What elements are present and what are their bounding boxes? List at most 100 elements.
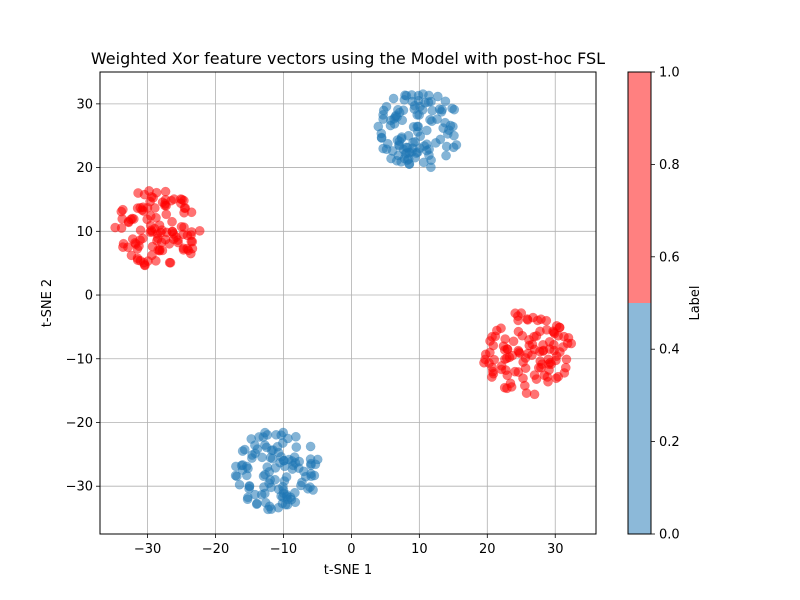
data-point [157, 245, 168, 256]
data-point [499, 382, 510, 393]
data-point [549, 339, 559, 350]
data-point [480, 349, 491, 360]
data-point [508, 336, 519, 347]
data-point [403, 154, 414, 164]
data-point [165, 257, 176, 268]
y-tick-label: −20 [66, 416, 93, 431]
data-point [291, 431, 301, 442]
data-point [278, 481, 288, 492]
data-point [561, 354, 572, 365]
data-point [488, 368, 499, 379]
colorbar-tick-label: 0.4 [659, 343, 680, 358]
data-point [149, 203, 160, 213]
data-point [281, 472, 292, 482]
data-point [543, 376, 553, 387]
data-point [536, 362, 546, 373]
data-point [513, 367, 524, 377]
y-tick-label: −10 [66, 352, 93, 367]
x-tick-label: −20 [202, 542, 229, 557]
chart-title: Weighted Xor feature vectors using the M… [91, 49, 605, 68]
data-point [485, 336, 495, 346]
data-point [430, 138, 441, 148]
x-tick-label: 0 [347, 542, 355, 557]
data-point [132, 253, 143, 264]
data-point [148, 193, 158, 203]
data-point [160, 186, 171, 197]
colorbar-tick-label: 0.0 [659, 528, 680, 543]
colorbar-segments [628, 72, 651, 534]
data-point [250, 448, 261, 459]
y-tick-label: 20 [76, 161, 93, 176]
data-point [408, 137, 418, 148]
data-point [267, 453, 278, 464]
colorbar-tick-label: 1.0 [659, 66, 680, 81]
y-tick-label: −30 [66, 480, 93, 495]
colorbar: 0.0 0.2 0.4 0.6 0.8 1.0 Label [627, 66, 703, 543]
data-point [394, 141, 405, 151]
data-point [279, 461, 290, 472]
data-point [116, 206, 127, 217]
data-point [520, 363, 531, 374]
data-point [381, 101, 392, 112]
data-point [426, 162, 436, 173]
data-point [441, 150, 451, 161]
data-point [257, 452, 267, 463]
data-point [451, 140, 462, 150]
data-point [517, 330, 528, 341]
data-point [300, 471, 311, 482]
data-point [551, 373, 562, 384]
data-point [531, 331, 542, 341]
data-point [305, 454, 316, 464]
data-point [139, 257, 149, 268]
data-point [171, 232, 181, 242]
data-point [531, 374, 542, 384]
y-tick-label: 0 [85, 289, 93, 304]
data-point [536, 314, 546, 325]
data-point [167, 216, 177, 227]
data-point [160, 194, 171, 205]
plot-area: −30 −20 −10 0 10 20 30 −30 −20 −10 0 10 20 30 [66, 71, 597, 557]
data-point [239, 444, 250, 455]
y-tick-label: 10 [76, 225, 93, 240]
x-axis-label: t-SNE 1 [324, 563, 372, 578]
data-point [413, 90, 424, 101]
x-tick-label: 10 [411, 542, 428, 557]
data-point [520, 353, 531, 363]
data-point [440, 117, 450, 128]
data-point [242, 494, 253, 505]
data-point [130, 239, 141, 249]
x-ticks: −30 −20 −10 0 10 20 30 [134, 534, 564, 557]
data-point [186, 227, 197, 237]
data-point [560, 362, 571, 373]
data-point [538, 345, 549, 356]
data-point [262, 430, 273, 440]
data-point [529, 389, 540, 400]
data-point [441, 141, 452, 152]
data-point [118, 242, 128, 252]
data-point [285, 492, 296, 503]
data-point [500, 334, 511, 344]
data-point [425, 114, 435, 125]
y-ticks: −30 −20 −10 0 10 20 30 [66, 97, 100, 495]
data-point [276, 430, 287, 441]
data-point [264, 467, 275, 477]
data-point [388, 93, 399, 104]
data-point [135, 202, 146, 213]
x-tick-label: 20 [479, 542, 496, 557]
colorbar-tick-label: 0.6 [659, 250, 680, 265]
data-point [500, 365, 511, 375]
data-point [290, 458, 301, 468]
data-point [521, 388, 532, 398]
data-point [407, 96, 418, 107]
data-point [391, 155, 402, 166]
data-point [305, 441, 316, 452]
data-point [308, 485, 318, 495]
colorbar-tick-label: 0.8 [659, 158, 680, 173]
data-point [440, 96, 451, 107]
data-points [110, 89, 577, 515]
data-point [412, 110, 423, 120]
x-tick-label: −30 [134, 542, 161, 557]
data-point [251, 499, 262, 510]
data-point [237, 460, 248, 470]
data-point [421, 145, 432, 156]
